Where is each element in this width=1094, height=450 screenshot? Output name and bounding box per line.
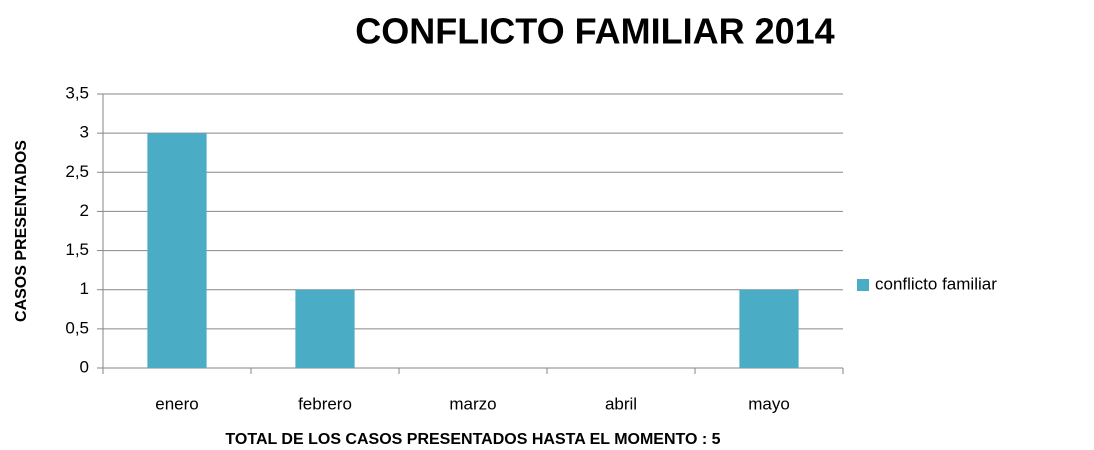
bar <box>295 289 355 368</box>
chart-title: CONFLICTO FAMILIAR 2014 <box>355 11 834 52</box>
y-tick-label: 2,5 <box>65 162 89 181</box>
y-tick-label: 1 <box>80 279 89 298</box>
x-tick-label: abril <box>605 394 637 413</box>
x-tick-label: marzo <box>449 394 496 413</box>
x-tick-label: febrero <box>298 394 352 413</box>
bar <box>739 289 799 368</box>
bar <box>147 133 207 368</box>
legend-label: conflicto familiar <box>875 274 997 293</box>
x-tick-label: mayo <box>748 394 790 413</box>
y-tick-label: 0 <box>80 357 89 376</box>
y-axis-label: CASOS PRESENTADOS <box>13 140 30 322</box>
y-tick-label: 3,5 <box>65 83 89 102</box>
y-tick-label: 3 <box>80 123 89 142</box>
y-tick-label: 2 <box>80 201 89 220</box>
y-tick-label: 0,5 <box>65 318 89 337</box>
x-axis-label: TOTAL DE LOS CASOS PRESENTADOS HASTA EL … <box>225 431 720 448</box>
y-tick-label: 1,5 <box>65 240 89 259</box>
legend-swatch <box>857 279 869 291</box>
x-tick-label: enero <box>155 394 198 413</box>
